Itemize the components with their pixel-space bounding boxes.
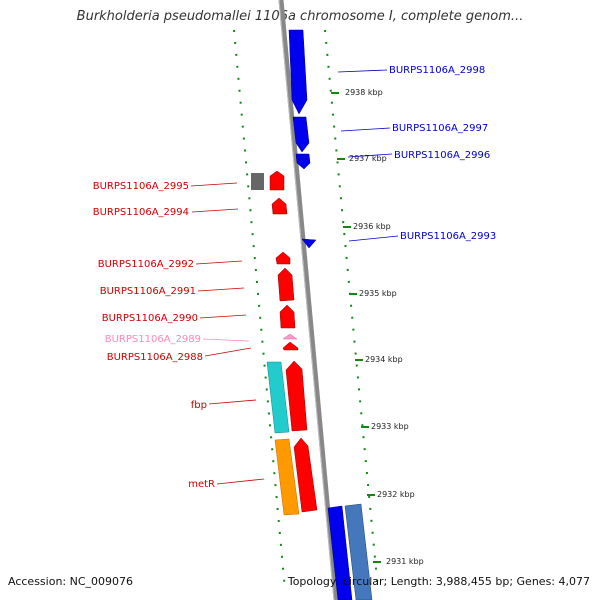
right-tick-track <box>324 29 379 591</box>
chromosome-backbone <box>278 0 339 600</box>
gene-label[interactable]: BURPS1106A_2991 <box>100 286 196 297</box>
gene-BURPS1106A_2989[interactable] <box>282 333 298 340</box>
gene-label[interactable]: BURPS1106A_2992 <box>98 259 194 270</box>
left-tick-track <box>233 29 286 591</box>
gene-label[interactable]: metR <box>188 479 215 490</box>
kbp-label: 2937 kbp <box>349 154 387 163</box>
gene-label[interactable]: BURPS1106A_2995 <box>93 181 189 192</box>
gene-label[interactable]: fbp <box>191 400 207 411</box>
gene-BURPS1106A_2988[interactable] <box>282 341 299 351</box>
feature-grey[interactable] <box>251 173 264 190</box>
gene-label[interactable]: BURPS1106A_2989 <box>105 334 201 345</box>
gene-blue-lower-1[interactable] <box>327 505 353 600</box>
gene-label[interactable]: BURPS1106A_2997 <box>392 123 488 134</box>
gene-label[interactable]: BURPS1106A_2988 <box>107 352 203 363</box>
gene-BURPS1106A_2990[interactable] <box>279 304 296 329</box>
gene-BURPS1106A_2996[interactable] <box>295 153 311 170</box>
gene-label[interactable]: BURPS1106A_2993 <box>400 231 496 242</box>
gene-fbp-rna[interactable] <box>266 361 290 434</box>
gene-BURPS1106A_2997[interactable] <box>292 116 310 153</box>
gene-BURPS1106A_2992[interactable] <box>275 251 291 265</box>
gene-label[interactable]: BURPS1106A_2998 <box>389 65 485 76</box>
gene-BURPS1106A_2998[interactable] <box>288 29 308 115</box>
gene-BURPS1106A_2994[interactable] <box>271 197 288 215</box>
gene-metR-orange[interactable] <box>274 438 300 516</box>
gene-label[interactable]: BURPS1106A_2996 <box>394 150 490 161</box>
map-title: Burkholderia pseudomallei 1106a chromoso… <box>76 9 524 24</box>
kbp-label: 2932 kbp <box>377 490 415 499</box>
gene-metR[interactable] <box>293 437 318 513</box>
gene-label[interactable]: BURPS1106A_2990 <box>102 313 198 324</box>
gene-BURPS1106A_2995[interactable] <box>269 170 285 191</box>
gene-BURPS1106A_2993[interactable] <box>301 238 317 249</box>
gene-blue-lower-2[interactable] <box>344 503 373 600</box>
gene-BURPS1106A_2991[interactable] <box>277 267 295 302</box>
kbp-label: 2934 kbp <box>365 355 403 364</box>
gene-label[interactable]: BURPS1106A_2994 <box>93 207 189 218</box>
kbp-label: 2935 kbp <box>359 289 397 298</box>
kbp-label: 2936 kbp <box>353 222 391 231</box>
kbp-label: 2931 kbp <box>386 557 424 566</box>
gene-fbp[interactable] <box>285 360 308 432</box>
accession-text: Accession: NC_009076 <box>8 575 134 588</box>
topology-text: Topology: circular; Length: 3,988,455 bp… <box>287 575 590 588</box>
kbp-label: 2933 kbp <box>371 422 409 431</box>
kbp-label: 2938 kbp <box>345 88 383 97</box>
